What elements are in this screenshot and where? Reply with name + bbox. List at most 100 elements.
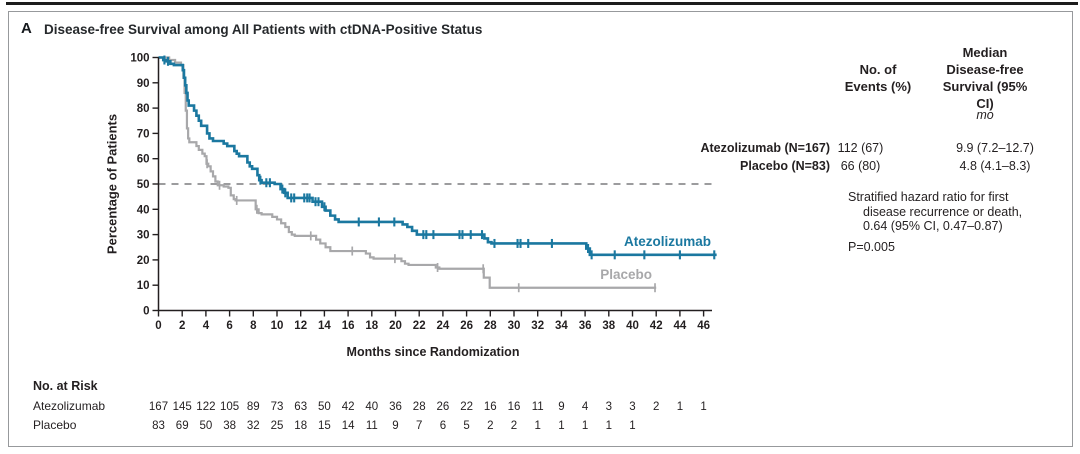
x-tick-label: 22 (413, 320, 426, 332)
stats-row-label-atezolizumab: Atezolizumab (N=167) (700, 141, 830, 155)
risk-value: 11 (366, 420, 378, 432)
risk-value: 32 (247, 420, 260, 432)
x-tick-label: 0 (155, 320, 161, 332)
x-tick-label: 4 (203, 320, 210, 332)
x-tick-label: 18 (365, 320, 378, 332)
stats-median-placebo: 4.8 (4.1–8.3) (959, 158, 1031, 173)
hazard-ratio-note: Stratified hazard ratio for first diseas… (848, 190, 1023, 233)
x-tick-label: 8 (250, 320, 257, 332)
risk-value: 11 (532, 401, 544, 413)
risk-value: 1 (534, 420, 540, 432)
legend-label-placebo: Placebo (600, 267, 652, 282)
risk-value: 36 (389, 401, 402, 413)
stats-median-atezolizumab: 9.9 (7.2–12.7) (956, 141, 1034, 155)
p-value: P=0.005 (848, 240, 895, 254)
risk-value: 3 (606, 401, 612, 413)
y-tick-label: 40 (137, 204, 150, 216)
y-tick-label: 0 (143, 306, 149, 318)
risk-value: 122 (196, 401, 215, 413)
risk-value: 1 (629, 420, 635, 432)
risk-value: 16 (484, 401, 497, 413)
risk-value: 9 (392, 420, 398, 432)
risk-value: 9 (558, 401, 564, 413)
x-tick-label: 14 (318, 320, 331, 332)
x-tick-label: 16 (342, 320, 355, 332)
x-tick-label: 24 (437, 320, 450, 332)
risk-row-label-atezolizumab: Atezolizumab (33, 399, 106, 413)
risk-value: 1 (700, 401, 706, 413)
risk-value: 16 (508, 401, 521, 413)
y-tick-label: 20 (137, 255, 150, 267)
risk-value: 14 (342, 420, 355, 432)
risk-value: 25 (271, 420, 284, 432)
events-column-header: No. of Events (%) (844, 62, 912, 94)
risk-value: 2 (653, 401, 659, 413)
risk-value: 2 (487, 420, 493, 432)
x-tick-label: 38 (602, 320, 615, 332)
risk-value: 38 (223, 420, 236, 432)
x-tick-label: 32 (531, 320, 544, 332)
risk-value: 1 (606, 420, 612, 432)
x-axis-label: Months since Randomization (346, 345, 520, 359)
risk-value: 63 (294, 401, 307, 413)
km-curve-placebo (158, 56, 657, 289)
y-tick-label: 60 (137, 154, 150, 166)
panel-title: Disease-free Survival among All Patients… (44, 22, 483, 37)
risk-value: 50 (200, 420, 213, 432)
y-tick-label: 30 (137, 230, 150, 242)
risk-value: 1 (582, 420, 588, 432)
y-tick-label: 100 (130, 53, 149, 65)
risk-value: 89 (247, 401, 260, 413)
y-tick-label: 10 (137, 280, 150, 292)
x-tick-label: 44 (674, 320, 687, 332)
risk-value: 1 (558, 420, 564, 432)
risk-value: 3 (629, 401, 635, 413)
x-tick-label: 6 (226, 320, 232, 332)
risk-value: 26 (437, 401, 450, 413)
panel-letter: A (21, 20, 32, 37)
risk-value: 50 (318, 401, 331, 413)
risk-value: 7 (416, 420, 422, 432)
risk-value: 73 (271, 401, 284, 413)
stats-row-label-placebo: Placebo (N=83) (740, 158, 830, 173)
risk-value: 42 (342, 401, 355, 413)
y-tick-label: 90 (137, 78, 150, 90)
risk-value: 1 (677, 401, 683, 413)
stats-events-atezolizumab: 112 (67) (837, 141, 884, 155)
x-tick-label: 20 (389, 320, 402, 332)
x-tick-label: 40 (626, 320, 639, 332)
median-unit: mo (976, 108, 994, 122)
x-tick-label: 28 (484, 320, 497, 332)
top-rule (6, 2, 1078, 5)
x-tick-label: 26 (460, 320, 473, 332)
risk-value: 18 (294, 420, 307, 432)
risk-value: 2 (511, 420, 517, 432)
km-curve-atezolizumab (158, 56, 717, 257)
risk-value: 145 (173, 401, 192, 413)
x-tick-label: 10 (271, 320, 284, 332)
risk-row-label-placebo: Placebo (33, 418, 77, 432)
risk-value: 167 (149, 401, 168, 413)
risk-value: 28 (413, 401, 426, 413)
x-tick-label: 30 (508, 320, 521, 332)
x-tick-label: 46 (697, 320, 710, 332)
x-tick-label: 12 (294, 320, 307, 332)
risk-value: 15 (318, 420, 331, 432)
risk-value: 105 (220, 401, 239, 413)
x-tick-label: 2 (179, 320, 185, 332)
y-tick-label: 50 (137, 179, 150, 191)
y-tick-label: 80 (137, 103, 150, 115)
legend-label-atezolizumab: Atezolizumab (624, 234, 711, 249)
x-tick-label: 36 (579, 320, 592, 332)
stats-events-placebo: 66 (80) (840, 158, 881, 173)
risk-value: 4 (582, 401, 589, 413)
y-tick-label: 70 (137, 128, 150, 140)
x-tick-label: 42 (650, 320, 663, 332)
risk-value: 22 (460, 401, 473, 413)
risk-value: 6 (440, 420, 446, 432)
risk-value: 69 (176, 420, 189, 432)
x-tick-label: 34 (555, 320, 568, 332)
median-column-header: Median Disease-free Survival (95% CI) (942, 45, 1028, 111)
